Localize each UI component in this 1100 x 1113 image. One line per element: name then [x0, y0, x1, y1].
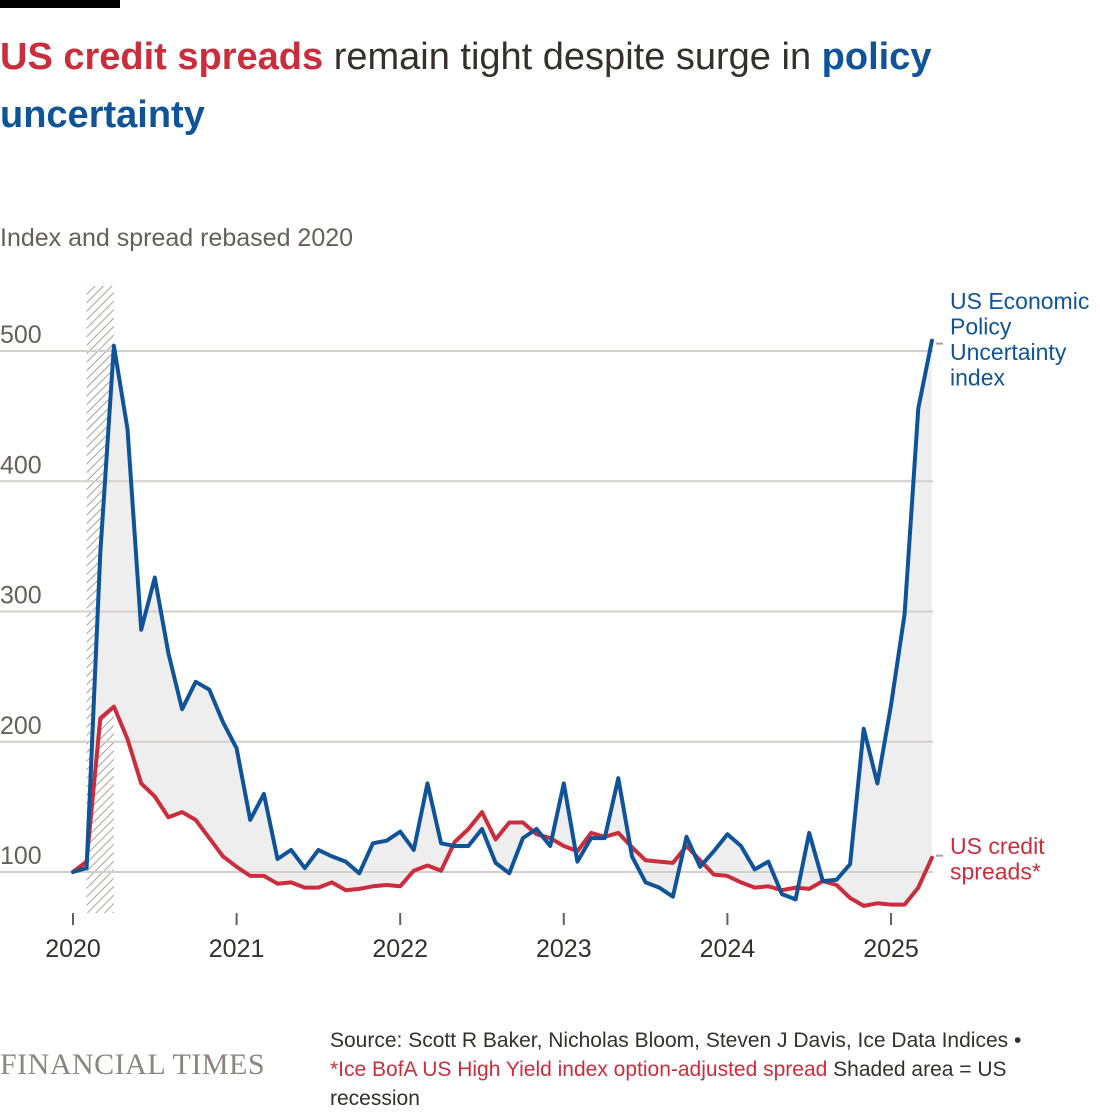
y-tick-label-100: 100	[0, 842, 42, 870]
x-tick-label-2024: 2024	[700, 935, 756, 963]
y-tick-label-300: 300	[0, 582, 42, 610]
legend-label-credit-spreads: US credit spreads*	[950, 833, 1045, 885]
brand-bar	[0, 0, 120, 8]
legend-label-policy-uncertainty: US Economic Policy Uncertainty index	[950, 288, 1089, 391]
gap-fill-area	[73, 340, 932, 906]
title-credit-spreads: US credit spreads	[0, 36, 324, 78]
x-tick-label-2023: 2023	[536, 935, 592, 963]
y-tick-label-400: 400	[0, 451, 42, 479]
x-tick-label-2021: 2021	[209, 935, 265, 963]
series-line-credit-spreads	[71, 704, 934, 908]
source-main: Source: Scott R Baker, Nicholas Bloom, S…	[330, 1029, 1022, 1052]
chart-subtitle: Index and spread rebased 2020	[0, 224, 354, 252]
x-tick-label-2025: 2025	[863, 935, 919, 963]
source-recession-note: Shaded area = US recession	[330, 1058, 1007, 1110]
source-footnote: *Ice BofA US High Yield index option-adj…	[330, 1058, 828, 1081]
chart-title: US credit spreads remain tight despite s…	[0, 28, 1090, 144]
x-tick-label-2020: 2020	[45, 935, 101, 963]
source-note: Source: Scott R Baker, Nicholas Bloom, S…	[330, 1026, 1090, 1113]
ft-logo: FINANCIAL TIMES	[0, 1048, 266, 1081]
y-tick-label-500: 500	[0, 321, 42, 349]
y-tick-label-200: 200	[0, 712, 42, 740]
line-chart: 100 200 300 400 500 2020 2021 2022 2023 2024 2025…	[0, 286, 1089, 963]
title-policy-uncertainty: policy uncertainty	[0, 36, 932, 136]
series-line-policy-uncertainty	[71, 338, 934, 902]
x-tick-label-2022: 2022	[372, 935, 428, 963]
title-middle: remain tight despite surge in	[323, 36, 822, 78]
